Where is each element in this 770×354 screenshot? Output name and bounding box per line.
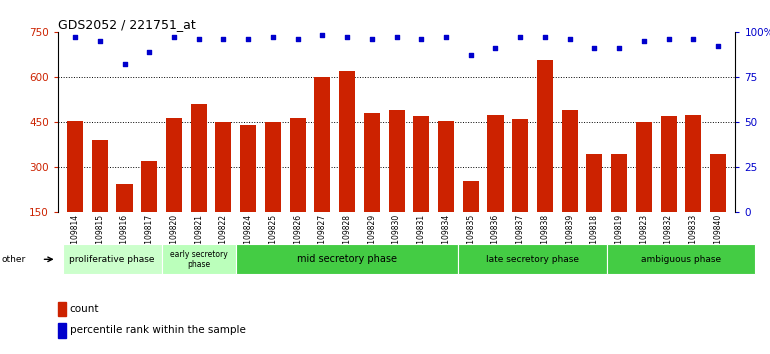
- Bar: [141, 161, 157, 258]
- Bar: [92, 140, 108, 258]
- Point: [94, 38, 106, 44]
- Bar: [611, 154, 627, 258]
- Bar: [166, 118, 182, 258]
- Text: GDS2052 / 221751_at: GDS2052 / 221751_at: [58, 18, 196, 31]
- Point: [638, 38, 650, 44]
- Bar: [58, 323, 66, 338]
- Bar: [265, 122, 281, 258]
- Point: [712, 44, 725, 49]
- Point: [514, 34, 527, 40]
- Bar: [661, 116, 677, 258]
- Text: count: count: [69, 304, 99, 314]
- Point: [366, 36, 378, 42]
- Bar: [607, 244, 755, 274]
- Point: [292, 36, 304, 42]
- Point: [588, 45, 601, 51]
- Bar: [290, 118, 306, 258]
- Bar: [413, 116, 430, 258]
- Bar: [537, 61, 553, 258]
- Bar: [463, 181, 479, 258]
- Bar: [710, 154, 726, 258]
- Text: ambiguous phase: ambiguous phase: [641, 255, 721, 264]
- Point: [242, 36, 254, 42]
- Bar: [236, 244, 458, 274]
- Bar: [561, 110, 578, 258]
- Point: [341, 34, 353, 40]
- Bar: [636, 122, 652, 258]
- Point: [390, 34, 403, 40]
- Point: [316, 33, 329, 38]
- Text: proliferative phase: proliferative phase: [69, 255, 155, 264]
- Point: [192, 36, 205, 42]
- Point: [464, 52, 477, 58]
- Bar: [62, 244, 162, 274]
- Bar: [438, 121, 454, 258]
- Bar: [216, 122, 232, 258]
- Bar: [586, 154, 602, 258]
- Bar: [487, 115, 504, 258]
- Bar: [240, 125, 256, 258]
- Point: [662, 36, 675, 42]
- Point: [168, 34, 180, 40]
- Bar: [389, 110, 404, 258]
- Point: [266, 34, 279, 40]
- Point: [687, 36, 699, 42]
- Point: [564, 36, 576, 42]
- Text: other: other: [2, 255, 25, 264]
- Bar: [116, 184, 132, 258]
- Bar: [162, 244, 236, 274]
- Point: [489, 45, 501, 51]
- Bar: [314, 77, 330, 258]
- Text: mid secretory phase: mid secretory phase: [297, 254, 397, 264]
- Bar: [458, 244, 607, 274]
- Text: early secretory
phase: early secretory phase: [170, 250, 228, 269]
- Point: [613, 45, 625, 51]
- Bar: [512, 119, 528, 258]
- Bar: [339, 71, 355, 258]
- Bar: [191, 104, 207, 258]
- Point: [415, 36, 427, 42]
- Text: percentile rank within the sample: percentile rank within the sample: [69, 325, 246, 336]
- Point: [119, 62, 131, 67]
- Point: [440, 34, 452, 40]
- Bar: [58, 302, 66, 316]
- Point: [217, 36, 229, 42]
- Bar: [67, 121, 83, 258]
- Point: [69, 34, 81, 40]
- Text: late secretory phase: late secretory phase: [486, 255, 579, 264]
- Point: [539, 34, 551, 40]
- Point: [143, 49, 156, 55]
- Bar: [685, 115, 701, 258]
- Bar: [363, 113, 380, 258]
